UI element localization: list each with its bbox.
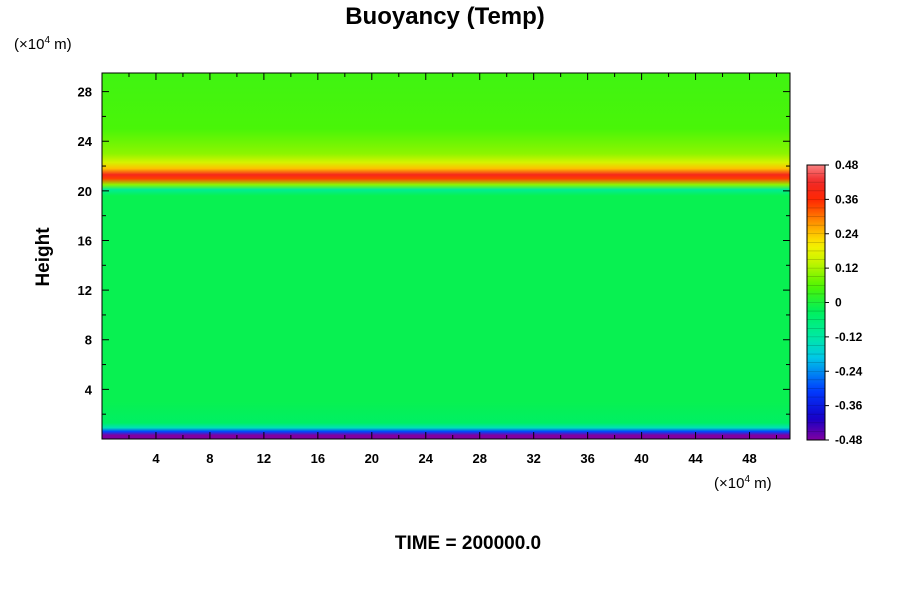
plot-frame (101, 72, 791, 440)
x-tick-label: 40 (634, 451, 648, 466)
x-tick-label: 28 (472, 451, 486, 466)
colorbar-tick-label: -0.24 (835, 364, 863, 378)
colorbar-tick-label: 0.36 (835, 192, 859, 206)
colorbar-ticks: 0.48 0.36 0.24 0.12 0 -0.12 -0.24 -0.36 -0.48 (825, 158, 863, 447)
colorbar-tick-label: -0.12 (835, 330, 863, 344)
y-tick-label: 8 (85, 333, 92, 348)
x-tick-label: 36 (580, 451, 594, 466)
y-tick-label: 16 (78, 233, 92, 248)
colorbar-tick-label: 0.48 (835, 158, 859, 172)
y-tick-label: 12 (78, 283, 92, 298)
x-tick-label: 4 (152, 451, 160, 466)
x-tick-label: 44 (688, 451, 703, 466)
y-tick-label: 28 (78, 85, 92, 100)
x-tick-label: 24 (419, 451, 434, 466)
x-axis-ticks: 4 8 12 16 20 24 28 32 36 40 44 48 (128, 73, 778, 466)
x-tick-label: 20 (365, 451, 379, 466)
x-tick-label: 12 (257, 451, 271, 466)
colorbar-level-lines (807, 173, 825, 432)
y-axis-ticks: 4 8 12 16 20 24 28 (78, 85, 790, 415)
chart-title: Buoyancy (Temp) (345, 3, 545, 30)
x-axis-unit: (×104 m) (714, 474, 772, 492)
y-tick-label: 20 (78, 184, 92, 199)
y-tick-label: 4 (85, 382, 93, 397)
x-tick-label: 8 (206, 451, 213, 466)
heatmap-field (102, 73, 790, 439)
colorbar-tick-label: -0.48 (835, 433, 863, 447)
x-tick-label: 32 (526, 451, 540, 466)
y-axis-unit: (×104 m) (14, 35, 72, 53)
colorbar-tick-label: 0 (835, 296, 842, 310)
colorbar-tick-label: 0.12 (835, 261, 859, 275)
y-tick-label: 24 (78, 134, 93, 149)
colorbar-tick-label: -0.36 (835, 399, 863, 413)
x-tick-label: 16 (311, 451, 325, 466)
time-label: TIME = 200000.0 (395, 533, 541, 554)
colorbar-tick-label: 0.24 (835, 227, 859, 241)
y-axis-label: Height (33, 227, 54, 287)
x-tick-label: 48 (742, 451, 756, 466)
